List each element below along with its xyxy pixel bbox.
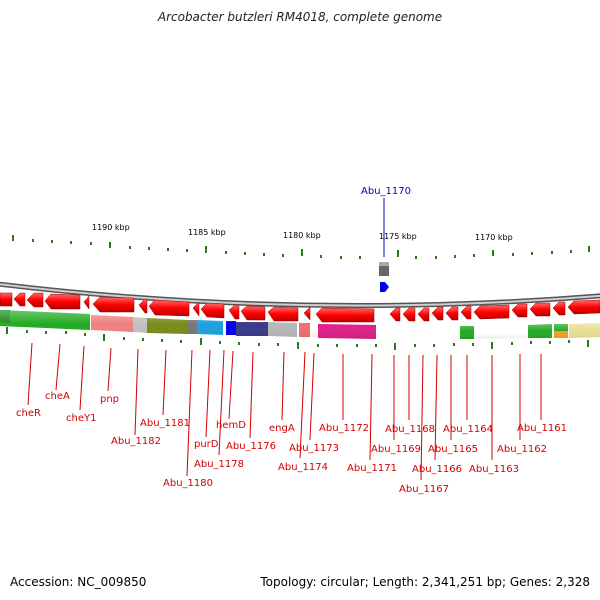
gene-arrows[interactable] bbox=[0, 292, 600, 323]
tick-label: 1175 kbp bbox=[379, 232, 417, 241]
gene-label: Abu_1181 bbox=[140, 418, 190, 429]
lower-tick-marks bbox=[6, 327, 589, 350]
genome-summary-text: Topology: circular; Length: 2,341,251 bp… bbox=[260, 575, 590, 589]
highlight-label: Abu_1170 bbox=[361, 186, 411, 197]
tick-label: 1185 kbp bbox=[188, 228, 226, 237]
gene-label: Abu_1166 bbox=[412, 464, 462, 475]
gene-label: cheY1 bbox=[66, 413, 96, 424]
gene-label: Abu_1173 bbox=[289, 443, 339, 454]
gene-label: Abu_1165 bbox=[428, 444, 478, 455]
gene-label: Abu_1167 bbox=[399, 484, 449, 495]
gene-label: Abu_1182 bbox=[111, 436, 161, 447]
gene-labels: cheR cheA cheY1 pnp Abu_1182 Abu_1181 Ab… bbox=[16, 391, 567, 495]
gene-label: Abu_1162 bbox=[497, 444, 547, 455]
gene-label: Abu_1161 bbox=[517, 423, 567, 434]
gene-label: Abu_1172 bbox=[319, 423, 369, 434]
gene-label: Abu_1169 bbox=[371, 444, 421, 455]
accession-text: Accession: NC_009850 bbox=[10, 575, 147, 589]
gene-label: cheA bbox=[45, 391, 70, 402]
gene-label: Abu_1174 bbox=[278, 462, 328, 473]
category-bars-gloss bbox=[0, 310, 600, 339]
gene-label: Abu_1163 bbox=[469, 464, 519, 475]
gene-label: purD bbox=[194, 439, 219, 450]
tick-label: 1170 kbp bbox=[475, 233, 513, 242]
gene-label: Abu_1176 bbox=[226, 441, 276, 452]
gene-label: Abu_1164 bbox=[443, 424, 493, 435]
tick-label: 1180 kbp bbox=[283, 231, 321, 240]
highlight-marker[interactable]: Abu_1170 bbox=[361, 186, 411, 292]
genome-backbone bbox=[0, 281, 600, 309]
gene-label: Abu_1171 bbox=[347, 463, 397, 474]
gene-label: cheR bbox=[16, 408, 41, 419]
gene-label: engA bbox=[269, 423, 295, 434]
gene-label: Abu_1180 bbox=[163, 478, 213, 489]
tick-label: 1190 kbp bbox=[92, 223, 130, 232]
tick-labels: 1190 kbp 1185 kbp 1180 kbp 1175 kbp 1170… bbox=[92, 223, 513, 242]
upper-tick-marks bbox=[12, 235, 590, 259]
highlight-arrow-icon bbox=[380, 282, 389, 292]
gene-label: Abu_1178 bbox=[194, 459, 244, 470]
gene-label: hemD bbox=[216, 420, 246, 431]
map-title: Arcobacter butzleri RM4018, complete gen… bbox=[157, 10, 443, 24]
label-leader-lines bbox=[27, 342, 542, 481]
gene-label: Abu_1168 bbox=[385, 424, 435, 435]
gene-label: pnp bbox=[100, 394, 119, 405]
